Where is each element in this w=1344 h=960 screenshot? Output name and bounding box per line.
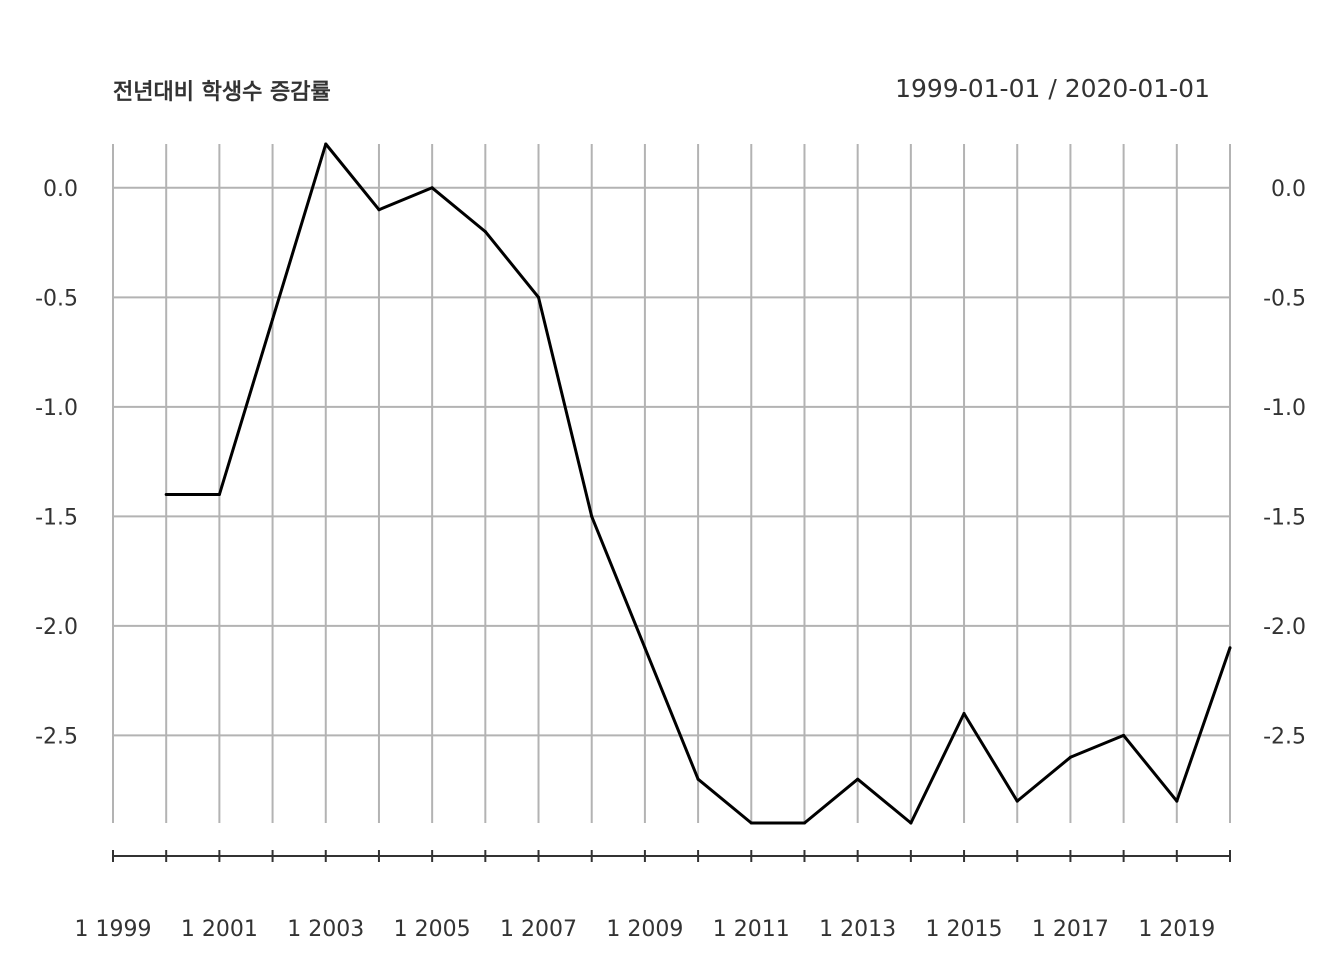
y-tick-label-right: -0.5 bbox=[1263, 286, 1306, 311]
x-tick-label: 1 2009 bbox=[606, 917, 683, 942]
y-tick-label-right: -2.0 bbox=[1263, 615, 1306, 640]
data-point-2008 bbox=[590, 514, 594, 518]
data-point-2018 bbox=[1122, 733, 1126, 737]
data-point-2017 bbox=[1068, 755, 1072, 759]
y-axis-left-labels: 0.0 -0.5 -1.0 -1.5 -2.0 -2.5 bbox=[35, 177, 78, 750]
date-range-label: 1999-01-01 / 2020-01-01 bbox=[895, 74, 1210, 103]
y-tick-label-left: 0.0 bbox=[43, 177, 78, 202]
x-tick-label: 1 2011 bbox=[713, 917, 790, 942]
data-point-2015 bbox=[962, 711, 966, 715]
x-tick-label: 1 2013 bbox=[819, 917, 896, 942]
y-tick-label-left: -1.5 bbox=[35, 505, 78, 530]
y-tick-label-right: -2.5 bbox=[1263, 724, 1306, 749]
x-tick-label: 1 2017 bbox=[1032, 917, 1109, 942]
data-point-2010 bbox=[696, 777, 700, 781]
data-point-2016 bbox=[1015, 799, 1019, 803]
data-point-2012 bbox=[802, 821, 806, 825]
data-point-2000 bbox=[164, 492, 168, 496]
y-tick-label-right: 0.0 bbox=[1271, 177, 1306, 202]
data-point-2002 bbox=[271, 317, 275, 321]
data-point-2007 bbox=[537, 295, 541, 299]
x-tick-label: 1 2001 bbox=[181, 917, 258, 942]
data-point-2014 bbox=[909, 821, 913, 825]
data-point-2003 bbox=[324, 142, 328, 146]
vertical-gridlines bbox=[112, 144, 1231, 823]
y-tick-label-left: -2.5 bbox=[35, 724, 78, 749]
data-point-2013 bbox=[856, 777, 860, 781]
data-point-2004 bbox=[377, 208, 381, 212]
y-tick-label-right: -1.5 bbox=[1263, 505, 1306, 530]
y-tick-label-left: -1.0 bbox=[35, 396, 78, 421]
data-point-2011 bbox=[749, 821, 753, 825]
data-point-2009 bbox=[643, 646, 647, 650]
data-point-2005 bbox=[430, 186, 434, 190]
x-tick-label: 1 1999 bbox=[75, 917, 152, 942]
horizontal-gridlines bbox=[113, 186, 1230, 737]
x-axis: 1 1999 1 2001 1 2003 1 2005 1 2007 1 2009 1 20… bbox=[75, 850, 1231, 942]
series-group bbox=[164, 142, 1232, 825]
x-tick-label: 1 2005 bbox=[394, 917, 471, 942]
x-tick-label: 1 2003 bbox=[287, 917, 364, 942]
y-tick-label-left: -2.0 bbox=[35, 615, 78, 640]
data-point-2020 bbox=[1228, 646, 1232, 650]
data-point-2001 bbox=[217, 492, 221, 496]
x-tick-label: 1 2007 bbox=[500, 917, 577, 942]
data-point-2019 bbox=[1175, 799, 1179, 803]
y-tick-label-right: -1.0 bbox=[1263, 396, 1306, 421]
y-tick-label-left: -0.5 bbox=[35, 286, 78, 311]
x-tick-label: 1 2015 bbox=[926, 917, 1003, 942]
data-point-2006 bbox=[483, 230, 487, 234]
chart-title: 전년대비 학생수 증감률 bbox=[113, 80, 331, 105]
x-tick-label: 1 2019 bbox=[1138, 917, 1215, 942]
y-axis-right-labels: 0.0 -0.5 -1.0 -1.5 -2.0 -2.5 bbox=[1263, 177, 1306, 750]
